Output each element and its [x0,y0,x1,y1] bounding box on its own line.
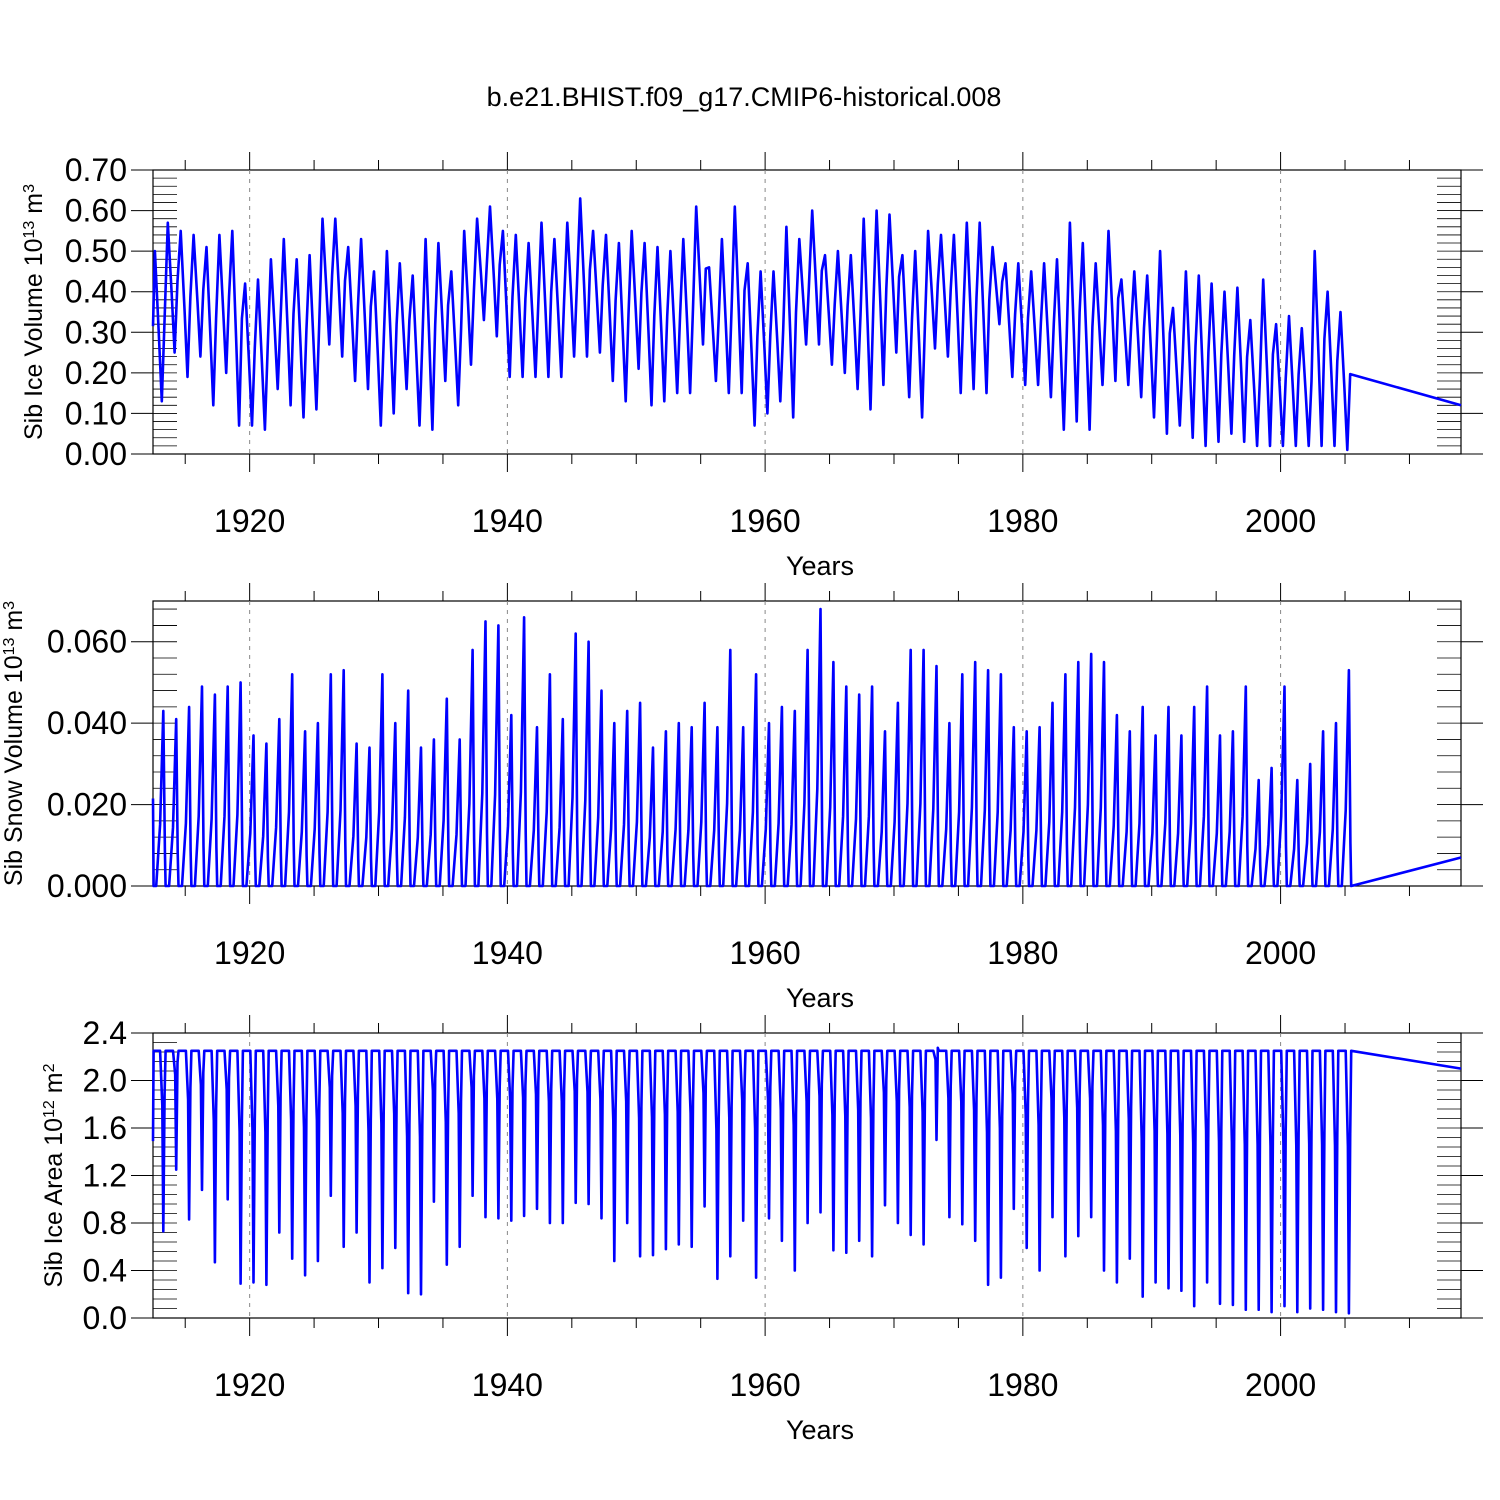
x-tick-label: 2000 [1245,503,1316,539]
x-tick-label: 1920 [214,1367,285,1403]
panel-sib-snow-volume: 1920 1940 1960 1980 2000 Years 0.000 0.020 0.040… [0,583,1483,1013]
x-axis-label: Years [786,983,854,1013]
y-tick-label: 2.4 [83,1015,127,1051]
y-axis-label: Sib Ice Volume 1013 m3 [20,184,48,440]
x-tick-label: 1940 [472,503,543,539]
y-tick-label: 0.00 [65,436,127,472]
y-axis-label: Sib Snow Volume 1013 m3 [0,601,28,886]
y-tick-label: 1.2 [83,1158,127,1194]
panel-sib-ice-volume: 1920 1940 1960 1980 2000 Years 0.00 0.10 0.20 0.3… [20,152,1483,581]
y-axis-label: Sib Ice Area 1012 m2 [40,1063,68,1287]
y-tick-label: 0.000 [47,868,127,904]
y-tick-label: 0.30 [65,314,127,350]
x-tick-label: 1940 [472,935,543,971]
y-tick-label: 0.4 [83,1253,127,1289]
series-line [151,197,1462,452]
x-tick-label: 1980 [987,503,1058,539]
panel-sib-ice-area: 1920 1940 1960 1980 2000 Years 0.0 0.4 0.8 1.2 1.6… [40,1015,1483,1445]
y-tick-label: 0.020 [47,787,127,823]
y-tick-label: 0.40 [65,274,127,310]
x-tick-label: 1920 [214,503,285,539]
y-tick-label: 0.040 [47,705,127,741]
x-tick-label: 2000 [1245,935,1316,971]
x-tick-label: 1960 [730,935,801,971]
plot-frame [152,600,1462,887]
y-tick-label: 0.20 [65,355,127,391]
x-axis-label: Years [786,551,854,581]
y-tick-label: 2.0 [83,1063,127,1099]
figure-title: b.e21.BHIST.f09_g17.CMIP6-historical.008 [487,82,1002,112]
x-tick-label: 1960 [730,503,801,539]
x-tick-label: 2000 [1245,1367,1316,1403]
x-tick-label: 1980 [987,935,1058,971]
y-tick-label: 0.70 [65,152,127,188]
x-axis-label: Years [786,1415,854,1445]
series-line [151,1046,1462,1315]
x-tick-label: 1980 [987,1367,1058,1403]
y-tick-label: 1.6 [83,1110,127,1146]
y-tick-label: 0.50 [65,233,127,269]
x-tick-label: 1920 [214,935,285,971]
series-line [151,607,1462,888]
y-tick-label: 0.8 [83,1205,127,1241]
y-tick-label: 0.10 [65,395,127,431]
x-tick-label: 1960 [730,1367,801,1403]
x-tick-label: 1940 [472,1367,543,1403]
y-tick-label: 0.0 [83,1300,127,1336]
y-tick-label: 0.060 [47,624,127,660]
y-tick-label: 0.60 [65,193,127,229]
